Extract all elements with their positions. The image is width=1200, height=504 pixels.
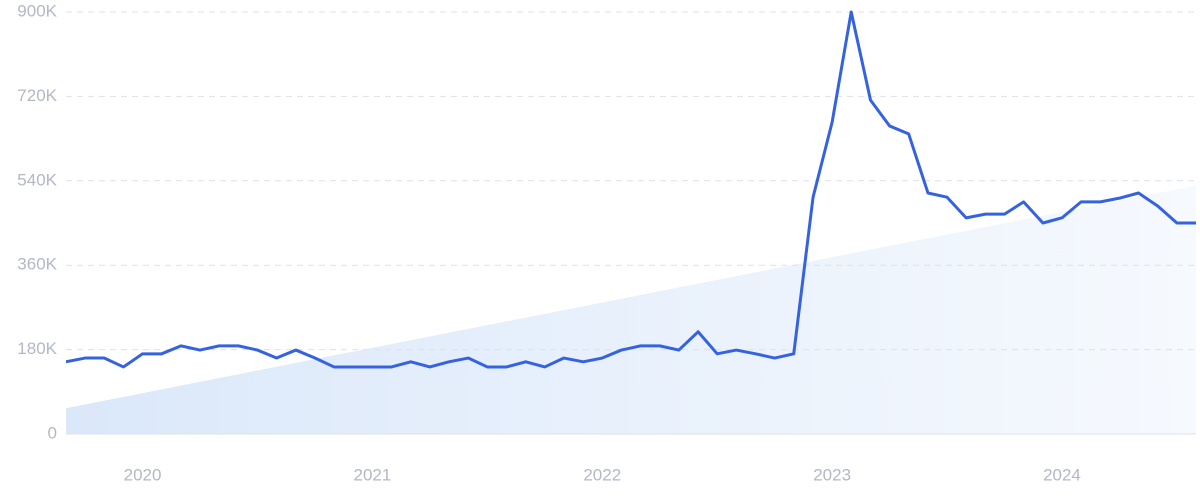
x-tick-label: 2023 (813, 465, 851, 484)
trend-area (66, 185, 1196, 434)
x-tick-label: 2022 (583, 465, 621, 484)
x-tick-label: 2021 (353, 465, 391, 484)
y-tick-label: 180K (17, 339, 57, 358)
y-tick-label: 0 (48, 423, 57, 442)
y-tick-label: 900K (17, 1, 57, 20)
y-tick-label: 540K (17, 170, 57, 189)
x-tick-label: 2020 (124, 465, 162, 484)
x-tick-label: 2024 (1043, 465, 1081, 484)
plot-area (66, 10, 1196, 369)
y-tick-label: 360K (17, 255, 57, 274)
y-tick-label: 720K (17, 86, 57, 105)
line (66, 10, 1196, 369)
